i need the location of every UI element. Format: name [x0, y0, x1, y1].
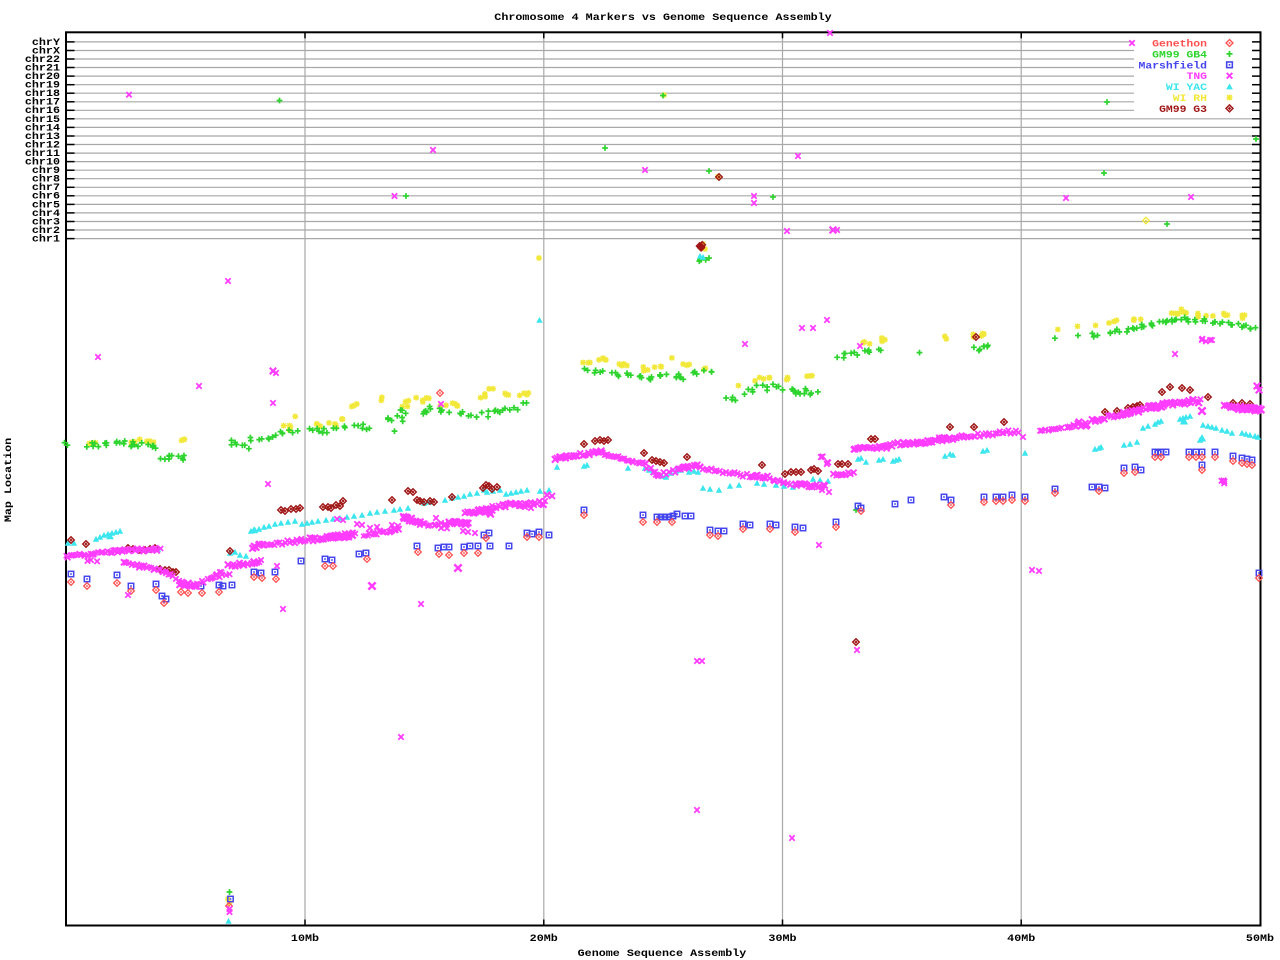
svg-text:chr5: chr5 — [32, 199, 60, 211]
svg-text:WI YAC: WI YAC — [1166, 82, 1207, 94]
svg-text:chr14: chr14 — [25, 122, 60, 134]
svg-text:40Mb: 40Mb — [1007, 933, 1035, 945]
svg-text:50Mb: 50Mb — [1246, 933, 1274, 945]
svg-text:Chromosome 4 Markers vs Genome: Chromosome 4 Markers vs Genome Sequence … — [494, 12, 832, 24]
svg-text:10Mb: 10Mb — [291, 933, 319, 945]
svg-text:chr3: chr3 — [32, 216, 60, 228]
svg-text:TNG: TNG — [1187, 71, 1208, 83]
svg-text:Marshfield: Marshfield — [1139, 60, 1208, 72]
svg-text:chr19: chr19 — [25, 80, 60, 92]
svg-text:chr11: chr11 — [25, 148, 60, 160]
svg-text:GM99 G3: GM99 G3 — [1159, 104, 1207, 116]
svg-text:chrY: chrY — [32, 37, 61, 49]
svg-text:chr6: chr6 — [32, 191, 60, 203]
svg-text:chr7: chr7 — [32, 182, 60, 194]
svg-text:Genome Sequence Assembly: Genome Sequence Assembly — [578, 948, 748, 960]
svg-text:chr4: chr4 — [32, 208, 60, 220]
svg-text:GM99 GB4: GM99 GB4 — [1152, 49, 1207, 61]
svg-text:chr2: chr2 — [32, 225, 60, 237]
svg-text:Map Location: Map Location — [3, 438, 15, 522]
svg-text:chr20: chr20 — [25, 71, 60, 83]
svg-text:chr8: chr8 — [32, 174, 60, 186]
svg-text:Genethon: Genethon — [1152, 39, 1207, 51]
svg-text:chr22: chr22 — [25, 54, 60, 66]
svg-text:chr12: chr12 — [25, 139, 60, 151]
svg-text:chr15: chr15 — [25, 114, 60, 126]
svg-text:chr17: chr17 — [25, 97, 60, 109]
svg-text:WI RH: WI RH — [1173, 93, 1207, 105]
svg-text:chr21: chr21 — [25, 62, 60, 74]
svg-text:20Mb: 20Mb — [530, 933, 558, 945]
svg-text:chr1: chr1 — [32, 233, 60, 245]
svg-text:chrX: chrX — [32, 45, 61, 57]
svg-text:chr9: chr9 — [32, 165, 60, 177]
svg-text:chr18: chr18 — [25, 88, 60, 100]
svg-text:chr13: chr13 — [25, 131, 60, 143]
svg-text:chr10: chr10 — [25, 157, 60, 169]
svg-text:30Mb: 30Mb — [768, 933, 796, 945]
svg-text:chr16: chr16 — [25, 105, 60, 117]
